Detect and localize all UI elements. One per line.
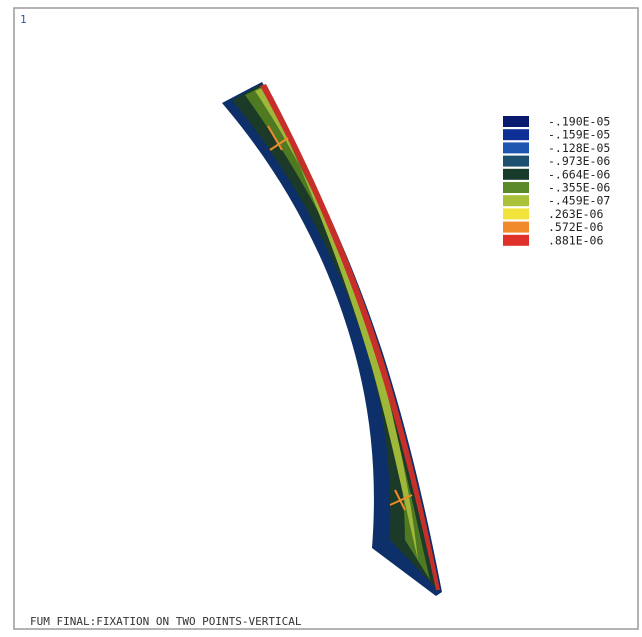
legend-swatch <box>503 116 529 127</box>
legend-label: .263E-06 <box>548 207 603 221</box>
legend-label: -.159E-05 <box>548 128 610 142</box>
legend-swatch <box>503 169 529 180</box>
legend-swatch <box>503 129 529 140</box>
legend-label: .881E-06 <box>548 233 603 247</box>
legend-swatch <box>503 208 529 219</box>
legend-label: -.355E-06 <box>548 181 610 195</box>
legend-swatch <box>503 235 529 246</box>
window-number: 1 <box>20 13 27 26</box>
page: 1 -.190E-05-.159E-05-.128E-05-.973E-06-.… <box>0 0 642 637</box>
plot-window: 1 -.190E-05-.159E-05-.128E-05-.973E-06-.… <box>0 0 642 633</box>
legend-label: -.128E-05 <box>548 141 610 155</box>
legend-label: -.459E-07 <box>548 194 610 208</box>
legend-swatch <box>503 195 529 206</box>
legend-label: -.664E-06 <box>548 167 610 181</box>
legend-label: -.190E-05 <box>548 115 610 129</box>
footer-title: FUM FINAL:FIXATION ON TWO POINTS-VERTICA… <box>30 615 302 628</box>
legend-label: .572E-06 <box>548 220 603 234</box>
legend-swatch <box>503 142 529 153</box>
legend-label: -.973E-06 <box>548 154 610 168</box>
legend-swatch <box>503 182 529 193</box>
legend-swatch <box>503 222 529 233</box>
legend-swatch <box>503 156 529 167</box>
frame <box>14 8 638 629</box>
